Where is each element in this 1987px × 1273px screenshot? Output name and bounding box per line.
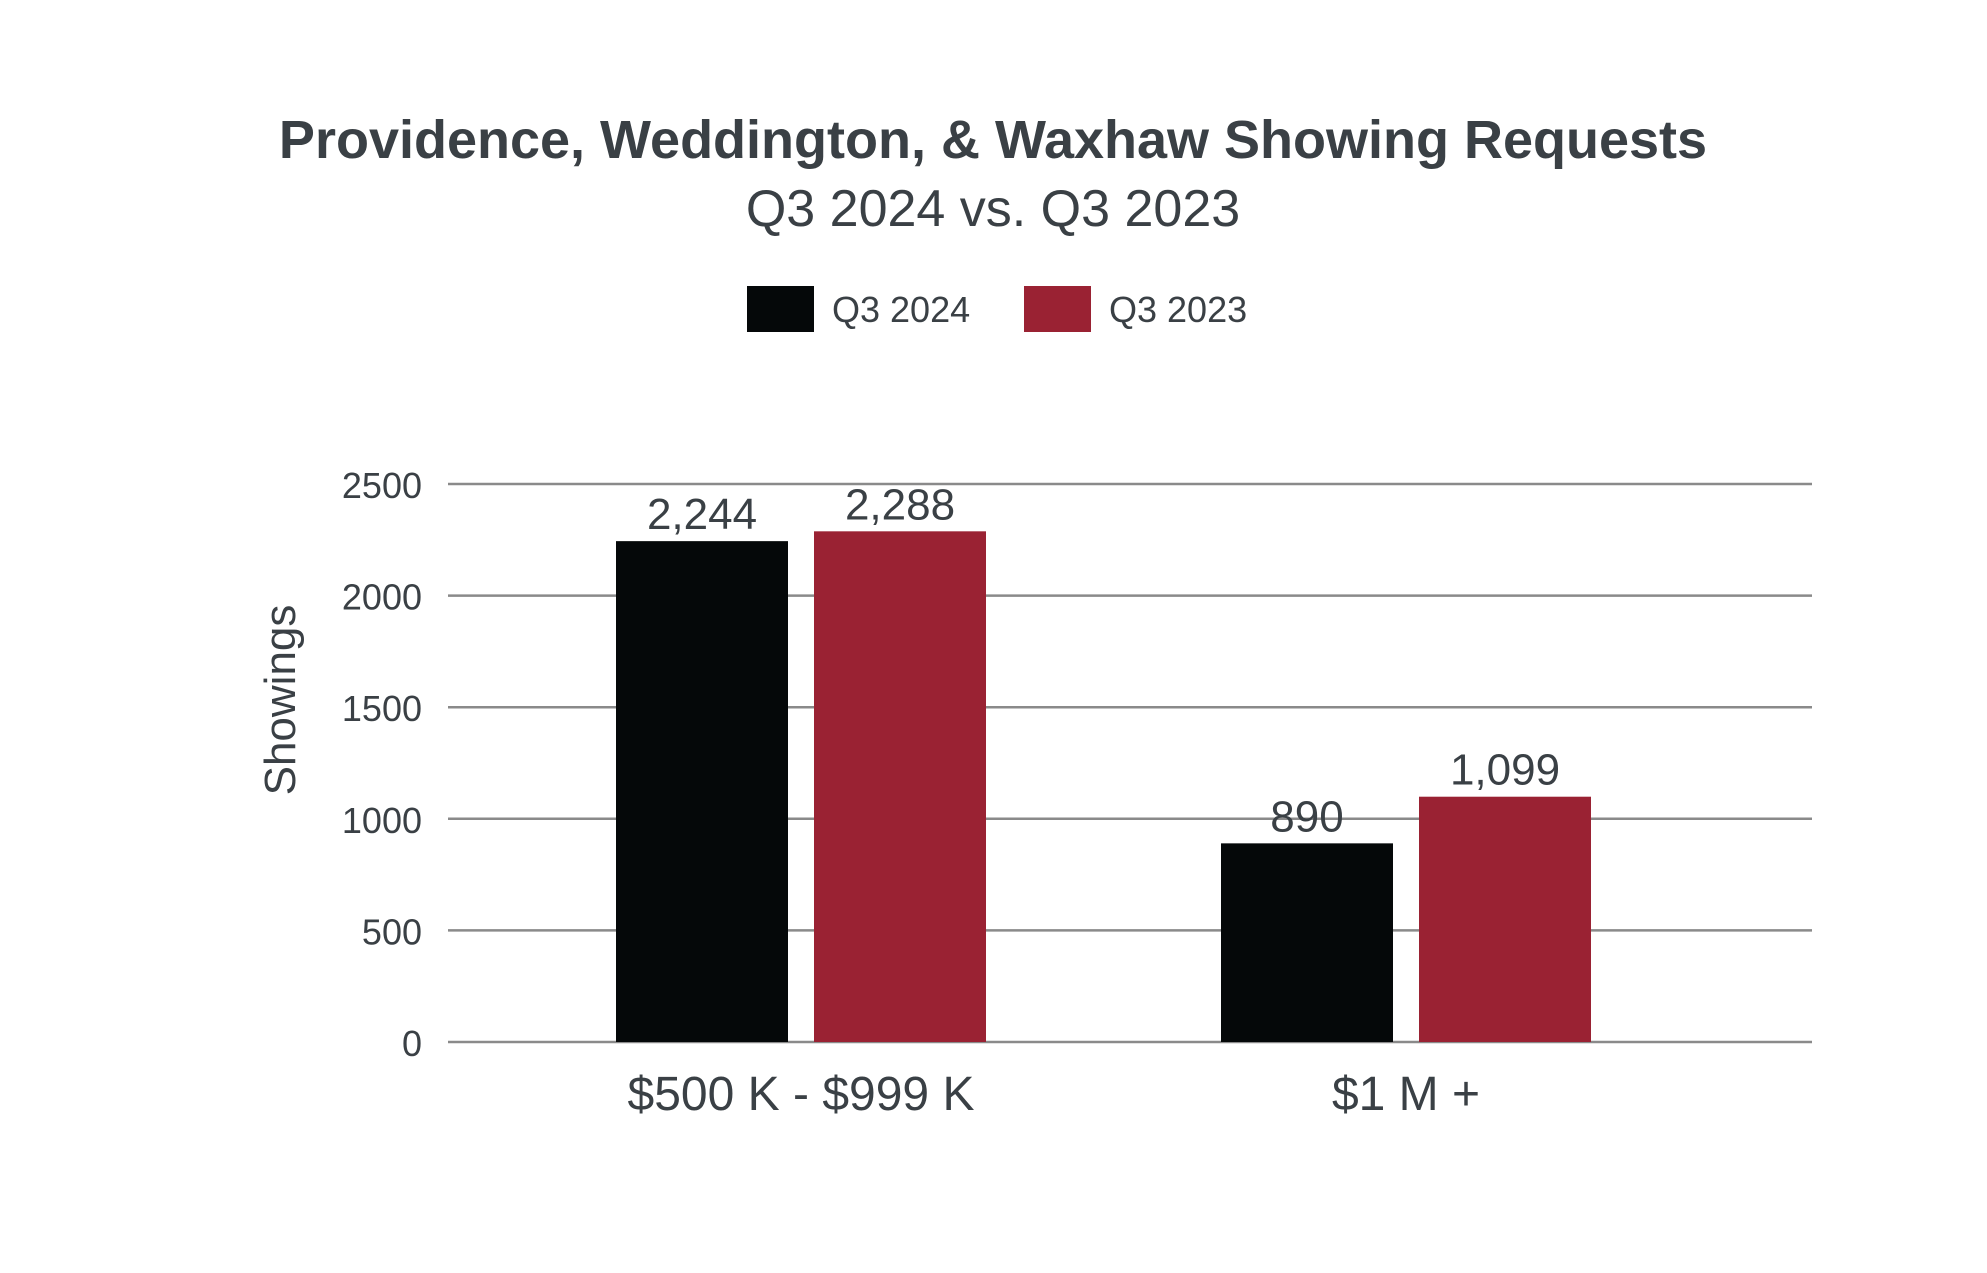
bar-value-label: 2,288 <box>845 480 955 529</box>
bar-value-label: 1,099 <box>1450 746 1560 795</box>
legend: Q3 2024 Q3 2023 <box>747 286 1247 332</box>
y-axis-ticks: 0 500 1000 1500 2000 2500 <box>342 465 422 1064</box>
bar-q3-2024-1 <box>616 541 788 1042</box>
legend-label: Q3 2024 <box>832 289 970 330</box>
bar-value-label: 2,244 <box>647 490 757 539</box>
bar-value-label: 890 <box>1270 792 1343 841</box>
bar-q3-2023-1 <box>814 531 986 1042</box>
chart-subtitle: Q3 2024 vs. Q3 2023 <box>746 180 1240 238</box>
y-tick-label: 2500 <box>342 465 422 506</box>
y-tick-label: 2000 <box>342 577 422 618</box>
x-tick-label: $1 M + <box>1332 1068 1480 1121</box>
bar-value-labels: 2,244 2,288 890 1,099 <box>647 480 1560 841</box>
x-tick-label: $500 K - $999 K <box>628 1068 975 1121</box>
x-axis-labels: $500 K - $999 K $1 M + <box>628 1068 1481 1121</box>
bars <box>616 531 1591 1042</box>
y-tick-label: 1000 <box>342 800 422 841</box>
bar-q3-2023-2 <box>1419 796 1591 1042</box>
chart-title: Providence, Weddington, & Waxhaw Showing… <box>279 110 1707 170</box>
y-tick-label: 1500 <box>342 688 422 729</box>
y-tick-label: 0 <box>402 1023 422 1064</box>
legend-swatch <box>747 286 814 332</box>
y-tick-label: 500 <box>362 911 422 952</box>
legend-swatch <box>1024 286 1091 332</box>
legend-label: Q3 2023 <box>1109 289 1247 330</box>
y-axis-label: Showings <box>256 605 305 796</box>
bar-q3-2024-2 <box>1221 843 1393 1042</box>
